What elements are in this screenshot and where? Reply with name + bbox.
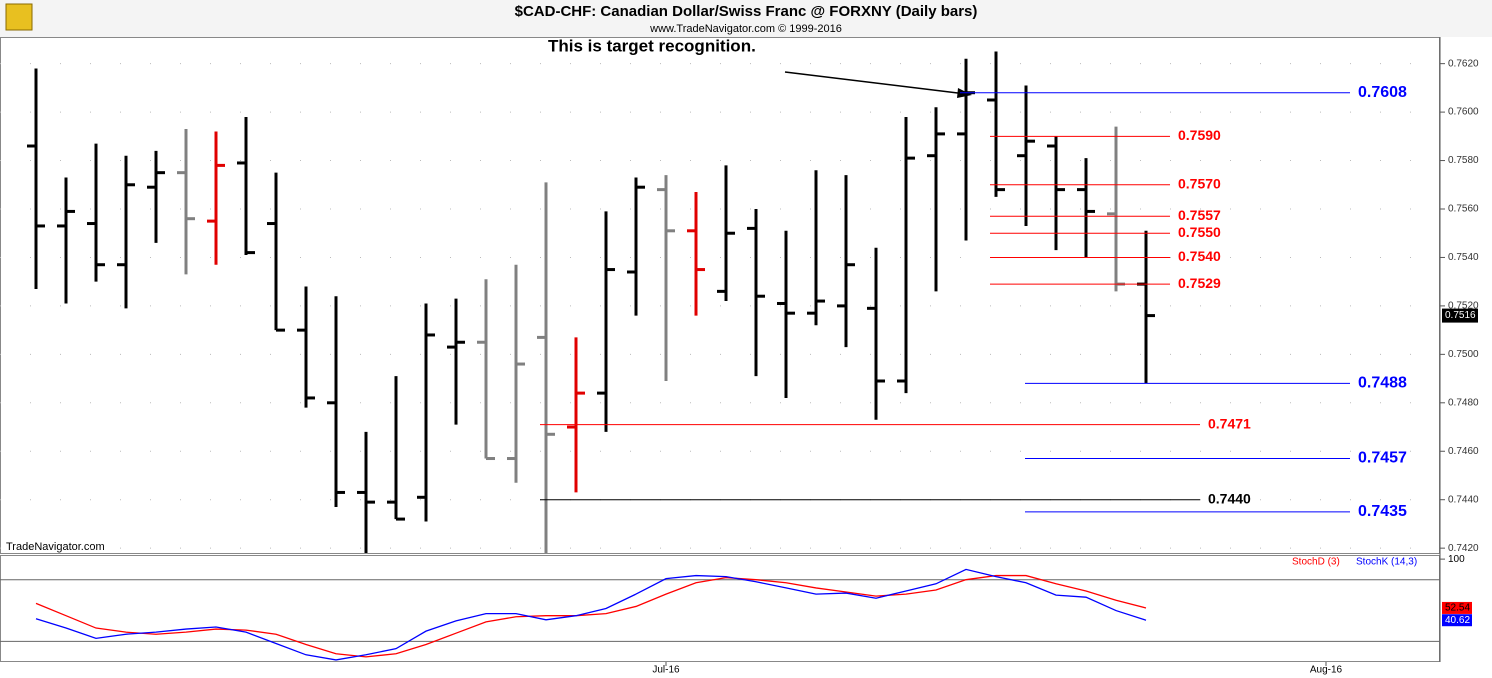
level-label: 0.7550: [1178, 224, 1221, 240]
chart-title: $CAD-CHF: Canadian Dollar/Swiss Franc @ …: [515, 3, 978, 20]
level-label: 0.7488: [1358, 375, 1407, 392]
value-tag: [1442, 614, 1472, 627]
level-label: 0.7457: [1358, 450, 1407, 467]
y-tick-label: 0.7540: [1448, 252, 1479, 263]
level-label: 0.7529: [1178, 275, 1221, 291]
level-label: 0.7435: [1358, 503, 1407, 520]
y-tick-label: 0.7620: [1448, 58, 1479, 69]
watermark: TradeNavigator.com: [6, 541, 105, 553]
stoch-line: [35, 574, 1147, 658]
y-tick-label: 0.7580: [1448, 155, 1479, 166]
legend-entry: StochD (3): [1292, 557, 1340, 568]
level-label: 0.7608: [1358, 84, 1407, 101]
y-tick-label: 0.7560: [1448, 204, 1479, 215]
level-label: 0.7557: [1178, 207, 1221, 223]
y-tick-label: 0.7420: [1448, 543, 1479, 554]
y-tick-label: 0.7500: [1448, 349, 1479, 360]
logo: [5, 3, 33, 31]
level-label: 0.7540: [1178, 248, 1221, 264]
y-tick-label: 100: [1448, 554, 1465, 565]
y-tick-label: 0.7480: [1448, 397, 1479, 408]
level-label: 0.7471: [1208, 415, 1251, 431]
value-tag-label: 52.54: [1445, 603, 1470, 614]
title-bar: [0, 0, 1492, 37]
level-label: 0.7440: [1208, 490, 1251, 506]
y-tick-label: 0.7440: [1448, 494, 1479, 505]
annotation: This is target recognition.: [548, 36, 756, 55]
stoch-line: [35, 568, 1147, 661]
legend-entry: StochK (14,3): [1356, 557, 1417, 568]
value-tag-label: 40.62: [1445, 615, 1470, 626]
level-label: 0.7590: [1178, 127, 1221, 143]
logo-icon: [5, 3, 33, 31]
chart-subtitle: www.TradeNavigator.com © 1999-2016: [649, 23, 842, 35]
level-label: 0.7570: [1178, 175, 1221, 191]
last-price-box: [1442, 308, 1478, 323]
y-tick-label: 0.7520: [1448, 301, 1479, 312]
y-tick-label: 0.7600: [1448, 107, 1479, 118]
annotation-arrow: [784, 71, 967, 95]
y-tick-label: 0.7460: [1448, 446, 1479, 457]
x-tick-label: Aug-16: [1310, 665, 1343, 676]
last-price: 0.7516: [1445, 310, 1476, 321]
value-tag: [1442, 601, 1472, 614]
x-tick-label: Jul-16: [652, 665, 680, 676]
